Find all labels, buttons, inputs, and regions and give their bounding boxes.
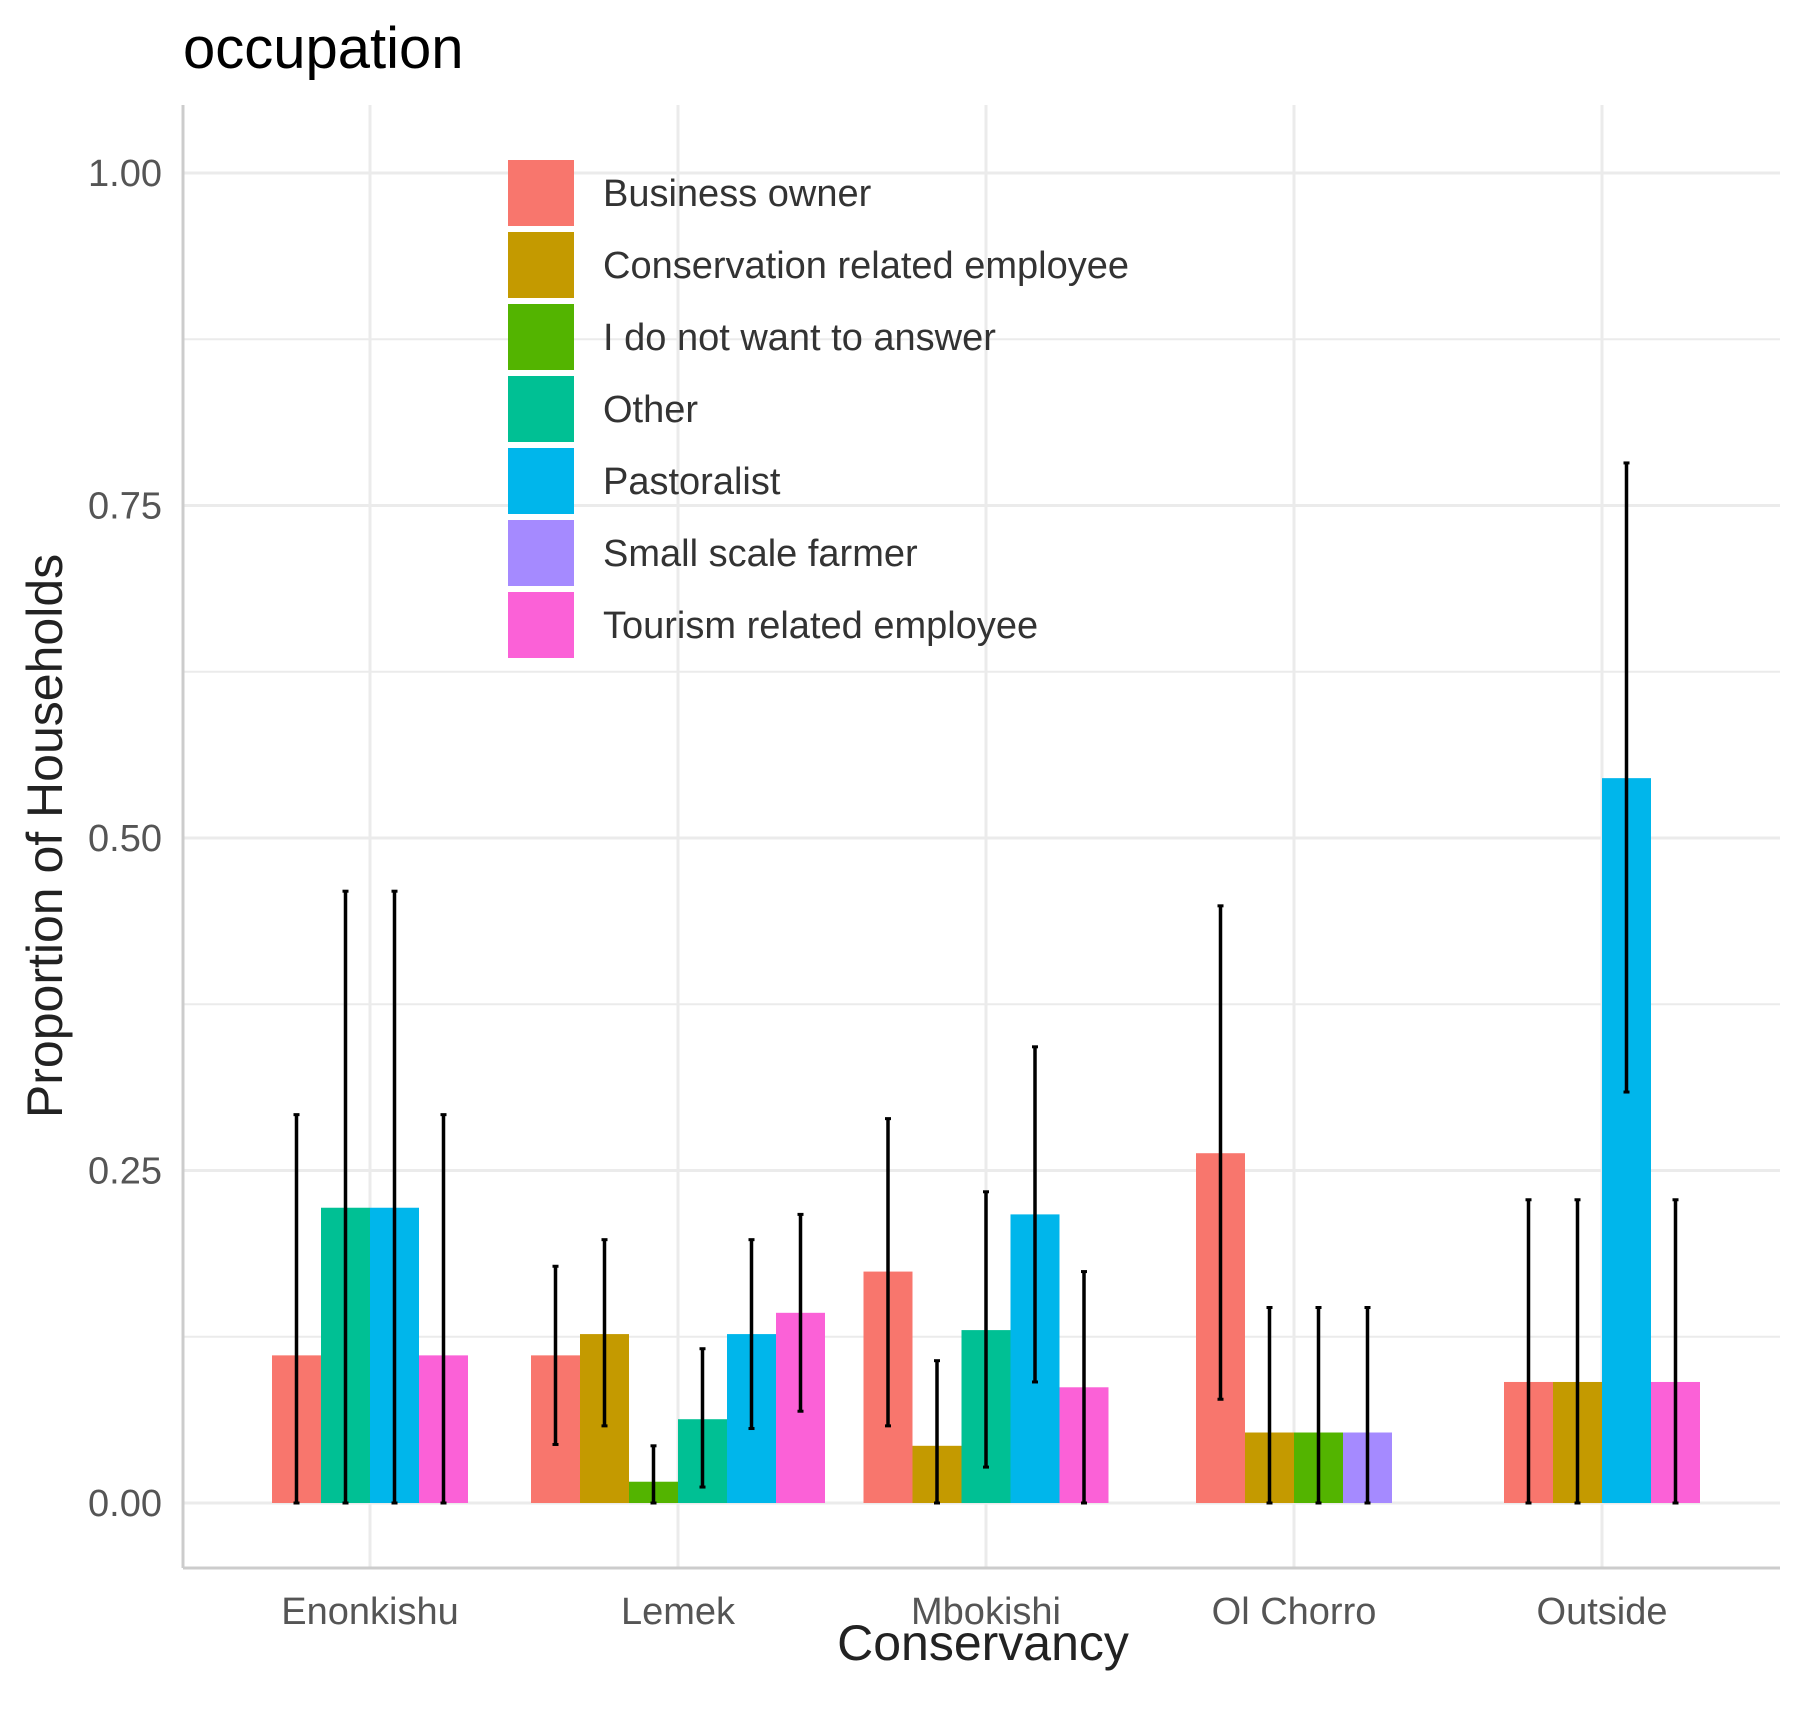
- y-axis-title: Proportion of Households: [17, 554, 73, 1118]
- legend-key: [508, 160, 574, 226]
- legend-key: [508, 592, 574, 658]
- y-tick-labels: 0.00 0.25 0.50 0.75 1.00: [88, 153, 162, 1525]
- chart-title: occupation: [183, 16, 464, 81]
- legend-key: [508, 448, 574, 514]
- legend-key: [508, 520, 574, 586]
- x-tick-label: Mbokishi: [911, 1591, 1061, 1633]
- error-bars: [293, 461, 1679, 1505]
- x-tick-labels: Enonkishu Lemek Mbokishi Ol Chorro Outside: [281, 1591, 1667, 1633]
- x-tick-label: Enonkishu: [281, 1591, 458, 1633]
- x-tick-label: Outside: [1537, 1591, 1668, 1633]
- legend-label: Pastoralist: [603, 461, 781, 503]
- legend-label: Small scale farmer: [603, 533, 918, 575]
- y-tick-label: 0.50: [88, 818, 162, 860]
- legend-key: [508, 232, 574, 298]
- legend-label: Tourism related employee: [603, 605, 1038, 647]
- legend-label: I do not want to answer: [603, 317, 996, 359]
- y-tick-label: 0.25: [88, 1151, 162, 1193]
- y-tick-label: 0.75: [88, 486, 162, 528]
- x-tick-label: Ol Chorro: [1212, 1591, 1377, 1633]
- legend-label: Business owner: [603, 173, 872, 215]
- y-tick-label: 0.00: [88, 1483, 162, 1525]
- legend-key: [508, 304, 574, 370]
- legend-key: [508, 376, 574, 442]
- x-axis-title: Conservancy: [837, 1615, 1129, 1671]
- y-tick-label: 1.00: [88, 153, 162, 195]
- legend-label: Other: [603, 389, 698, 431]
- legend: Business owner Conservation related emplo…: [508, 160, 1129, 658]
- legend-label: Conservation related employee: [603, 245, 1129, 287]
- x-tick-label: Lemek: [621, 1591, 736, 1633]
